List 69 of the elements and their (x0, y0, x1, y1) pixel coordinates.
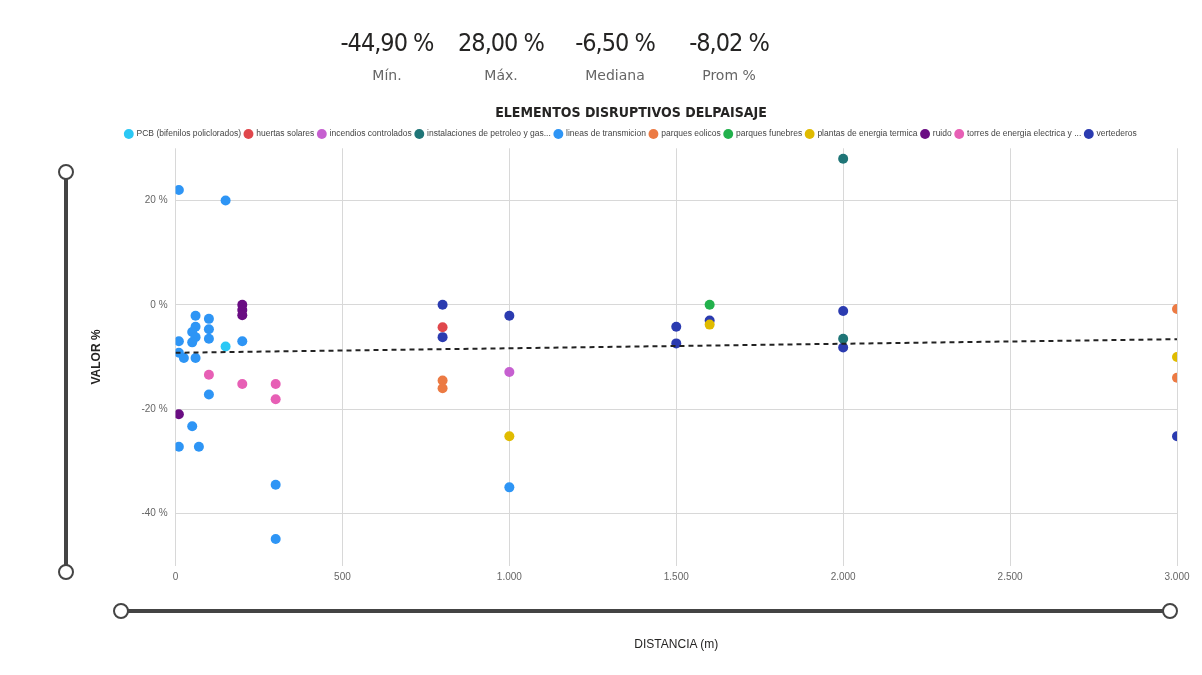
point (504, 431, 515, 442)
point (193, 441, 204, 452)
x-tick-label: 2.000 (830, 571, 857, 583)
point (437, 299, 448, 310)
legend-label: instalaciones de petroleo y gas... (427, 128, 551, 139)
y-tick-label: 0 % (150, 298, 168, 310)
point (175, 185, 184, 196)
x-tick-label: 1.000 (496, 571, 523, 583)
legend-label: lineas de transmicion (566, 128, 647, 139)
x-tick-label: 1.500 (663, 571, 690, 583)
y-tick-label: 20 % (144, 194, 168, 206)
point (220, 341, 231, 352)
point (190, 310, 201, 321)
point (203, 389, 214, 400)
legend-label: torres de energia electrica y ... (966, 128, 1082, 139)
point (237, 379, 248, 390)
point (175, 441, 184, 452)
point (504, 310, 515, 321)
point (838, 306, 849, 317)
point (704, 299, 715, 310)
x-tick-label: 3.000 (1164, 571, 1190, 583)
legend-label: incendios controlados (329, 128, 412, 139)
legend-label: ruido (932, 128, 952, 139)
legend-label: PCB (bifenilos policlorados) (136, 128, 242, 139)
point (203, 324, 214, 335)
legend-label: vertederos (1096, 128, 1137, 139)
point (270, 394, 281, 405)
point (190, 352, 201, 363)
text: Máx. (483, 67, 519, 83)
point (504, 482, 515, 493)
text: -44,90 % (339, 28, 435, 57)
point (838, 333, 849, 344)
point (671, 321, 682, 332)
point (178, 352, 189, 363)
text: -6,50 % (574, 28, 656, 57)
point (270, 479, 281, 490)
legend-label: huertas solares (256, 128, 315, 139)
point (838, 153, 849, 164)
chart-title: ELEMENTOS DISRUPTIVOS DELPAISAJE (495, 104, 767, 121)
text: Mín. (371, 67, 403, 83)
point (437, 332, 448, 343)
point (187, 421, 198, 432)
y-tick-label: -40 % (141, 507, 168, 519)
point (203, 369, 214, 380)
text: -8,02 % (688, 28, 770, 57)
text: Prom % (701, 67, 757, 83)
x-tick-label: 2.500 (997, 571, 1024, 583)
point (175, 409, 184, 420)
x-tick-label: 500 (334, 571, 352, 583)
text: Mediana (584, 67, 646, 83)
point (237, 336, 248, 347)
point (437, 322, 448, 333)
x-tick-label: 0 (172, 571, 179, 583)
point (270, 379, 281, 390)
point (220, 195, 231, 206)
point (187, 337, 198, 348)
legend-label: plantas de energia termica (817, 128, 918, 139)
legend-label: parques funebres (735, 128, 803, 139)
point (203, 313, 214, 324)
point (270, 534, 281, 544)
point (704, 319, 715, 330)
x-axis-title: DISTANCIA (m) (634, 637, 719, 652)
point (203, 333, 214, 344)
y-axis-title: VALOR % (88, 329, 103, 385)
legend-label: parques eolicos (661, 128, 721, 139)
point (175, 336, 184, 347)
y-tick-label: -20 % (141, 402, 168, 414)
point (504, 367, 515, 378)
text: 28,00 % (457, 28, 545, 57)
